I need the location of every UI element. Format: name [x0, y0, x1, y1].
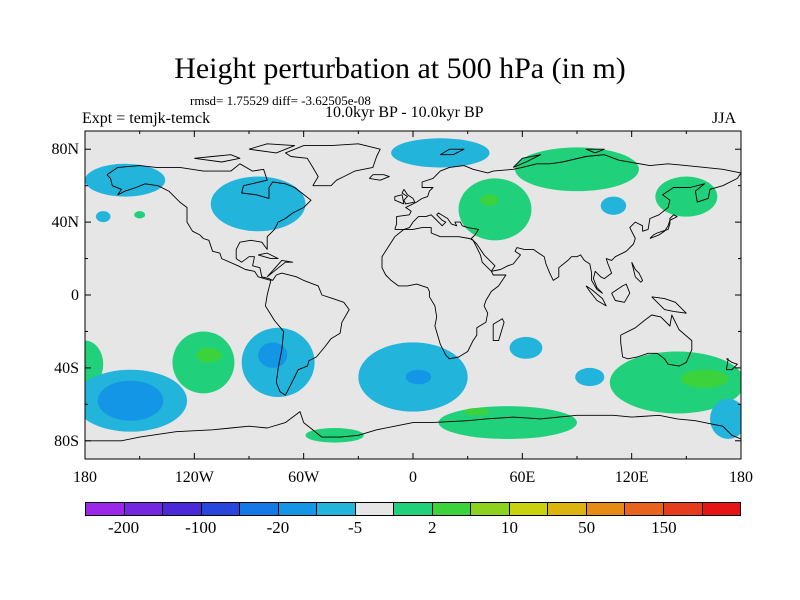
axis-ticks: 180 120W 60W 0 60E 120E 180 80N 40N 0 40S 80S: [51, 131, 753, 486]
colorbar-label: 2: [428, 518, 437, 537]
colorbar-label: 150: [651, 518, 677, 537]
colorbar-swatch: [663, 503, 703, 515]
coastline: [585, 285, 607, 307]
coastline: [611, 283, 631, 303]
x-tick-label: 60W: [288, 469, 320, 486]
y-tick-label: 40N: [51, 214, 79, 231]
coastline: [368, 174, 390, 181]
x-tick-label: 180: [73, 469, 97, 486]
perturbation-region: [438, 406, 577, 439]
y-tick-label: 40S: [54, 360, 79, 377]
perturbation-region: [172, 331, 235, 394]
colorbar-label: -200: [107, 518, 140, 537]
x-tick-label: 120W: [175, 469, 215, 486]
colorbar-label: -5: [348, 518, 363, 537]
coastline: [649, 214, 678, 239]
coastline: [85, 411, 741, 442]
period-label: 10.0kyr BP - 10.0kyr BP: [325, 104, 484, 121]
chart-title: Height perturbation at 500 hPa (in m): [174, 52, 626, 85]
perturbation-region: [458, 178, 532, 241]
colorbar-swatch: [471, 503, 510, 515]
colorbar-label: -100: [185, 518, 217, 537]
perturbation-region: [575, 367, 605, 387]
y-tick-label: 0: [71, 287, 79, 304]
colorbar-swatch: [240, 503, 279, 515]
coastline: [248, 143, 296, 154]
season-label: JJA: [712, 110, 737, 127]
colorbar-swatch: [201, 503, 241, 515]
colorbar-swatch: [124, 503, 164, 515]
colorbar: [85, 502, 741, 516]
colorbar-swatch: [586, 503, 626, 515]
perturbation-region: [210, 176, 306, 232]
coastline: [585, 148, 605, 154]
coastline: [492, 318, 505, 342]
x-tick-label: 180: [729, 469, 753, 486]
perturbation-region: [305, 428, 364, 443]
colorbar-swatch: [86, 503, 125, 515]
perturbation-region: [391, 138, 490, 168]
perturbation-region: [85, 163, 166, 197]
x-tick-label: 120E: [615, 469, 649, 486]
colorbar-swatch: [702, 503, 741, 515]
rmsd-stats: rmsd= 1.75529 diff= -3.62505e-08: [190, 93, 371, 108]
perturbation-region: [609, 351, 741, 414]
coastline: [284, 143, 381, 187]
coastline: [106, 163, 350, 396]
colorbar-swatch: [278, 503, 318, 515]
colorbar-swatch: [317, 503, 356, 515]
colorbar-label: -20: [266, 518, 290, 537]
perturbation-region: [196, 347, 222, 363]
coastline: [725, 358, 738, 371]
y-tick-label: 80S: [54, 433, 79, 450]
perturbation-region: [95, 211, 111, 223]
coastline: [512, 154, 542, 168]
colorbar-label: 10: [500, 518, 518, 537]
colorbar-swatch: [625, 503, 664, 515]
perturbation-region: [600, 196, 627, 215]
perturbation-region: [405, 369, 432, 385]
perturbation-region: [258, 342, 288, 368]
coastline: [257, 252, 279, 260]
coastline: [651, 296, 687, 314]
coastline: [194, 154, 241, 163]
colorbar-swatch: [509, 503, 549, 515]
perturbation-region: [134, 211, 146, 219]
coastline: [440, 148, 465, 156]
y-tick-label: 80N: [51, 141, 79, 158]
coastline: [266, 259, 294, 278]
perturbation-region: [515, 147, 639, 192]
coastline: [631, 262, 644, 283]
coastline: [381, 227, 507, 360]
perturbation-region: [480, 194, 499, 206]
perturbation-region: [509, 336, 543, 359]
perturbation-region: [710, 398, 741, 439]
coastline: [401, 189, 416, 205]
colorbar-swatch: [355, 503, 395, 515]
coastlines: [85, 143, 741, 442]
colorbar-swatch: [394, 503, 433, 515]
experiment-label: Expt = temjk-temck: [82, 110, 211, 127]
x-tick-label: 60E: [509, 469, 535, 486]
perturbation-region: [680, 369, 729, 388]
perturbation-region: [464, 407, 490, 416]
perturbation-region: [97, 380, 164, 421]
colorbar-label: 50: [578, 518, 596, 537]
x-tick-label: 0: [409, 469, 417, 486]
colorbar-swatch: [163, 503, 202, 515]
perturbation-regions: [85, 138, 741, 443]
coastline: [394, 154, 741, 294]
colorbar-swatch: [548, 503, 587, 515]
coastline: [620, 314, 693, 367]
colorbar-swatch: [432, 503, 472, 515]
coastline: [394, 194, 405, 205]
